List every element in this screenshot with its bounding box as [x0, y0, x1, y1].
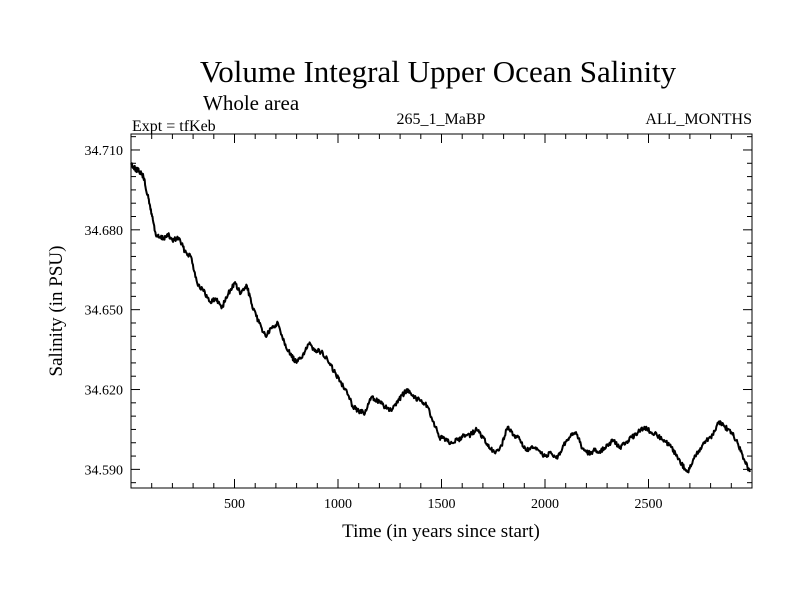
y-tick-label: 34.680	[85, 224, 124, 239]
y-tick-label: 34.620	[85, 384, 124, 399]
axis-ticks	[131, 134, 752, 488]
x-tick-label: 2000	[531, 497, 559, 512]
axis-tick-labels: 500 1000 1500 2000 2500 34.590 34.620 34.650 34.…	[85, 144, 663, 512]
x-tick-label: 1500	[428, 497, 456, 512]
y-tick-label: 34.590	[85, 463, 124, 478]
y-axis-label: Salinity (in PSU)	[46, 246, 67, 377]
experiment-label: Expt = tfKeb	[132, 118, 216, 135]
salinity-series-line	[130, 162, 751, 474]
months-label: ALL_MONTHS	[645, 111, 752, 128]
x-tick-label: 500	[224, 497, 245, 512]
y-tick-label: 34.710	[85, 144, 124, 159]
chart-subtitle: Whole area	[203, 91, 300, 115]
x-tick-label: 2500	[635, 497, 663, 512]
y-tick-label: 34.650	[85, 304, 124, 319]
run-id-label: 265_1_MaBP	[397, 111, 486, 128]
chart-title: Volume Integral Upper Ocean Salinity	[200, 54, 677, 89]
x-axis-label: Time (in years since start)	[342, 521, 540, 542]
x-tick-label: 1000	[324, 497, 352, 512]
